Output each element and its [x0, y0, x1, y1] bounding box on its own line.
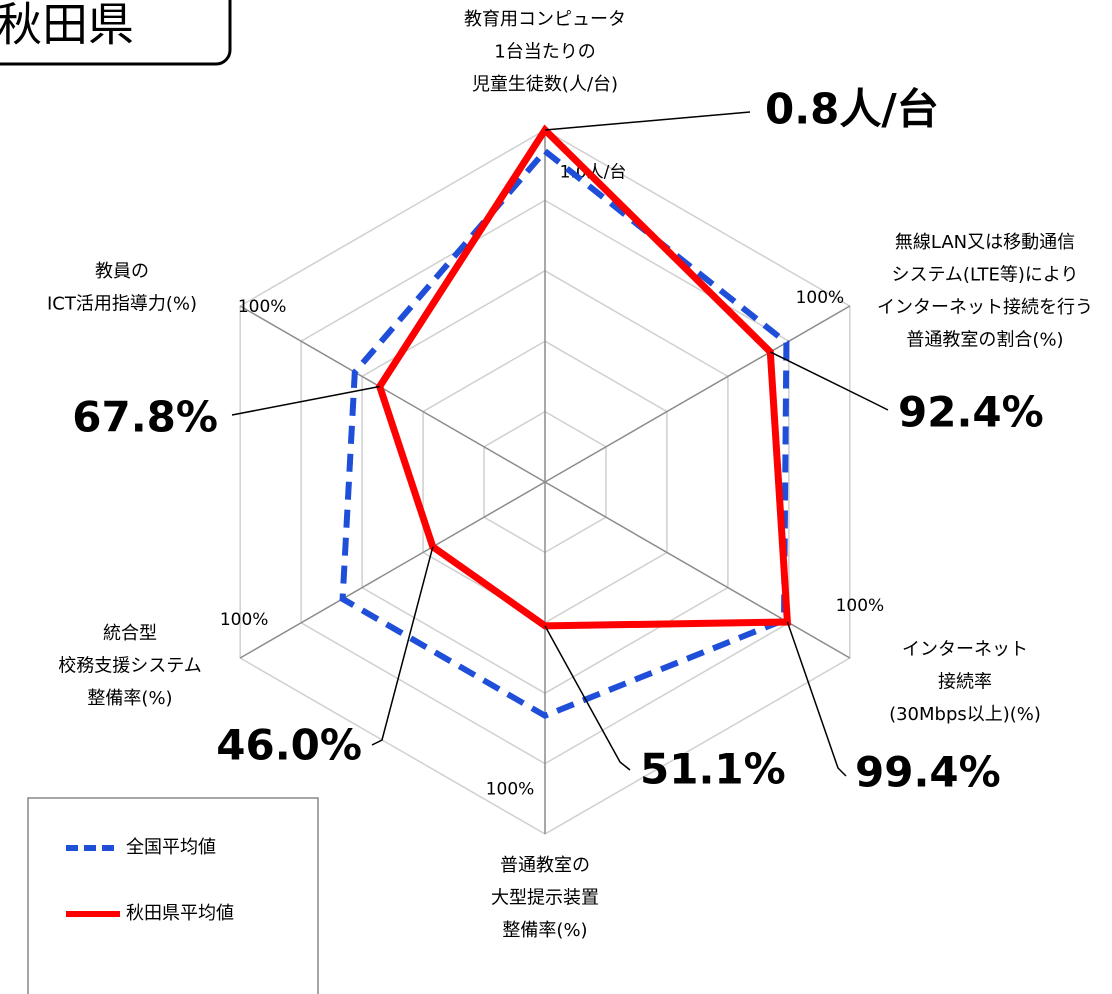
value-label: 92.4%	[898, 388, 1044, 437]
axis-label: 無線LAN又は移動通信	[895, 232, 1075, 253]
axis-label: 校務支援システム	[58, 656, 201, 677]
axis-label: 普通教室の	[500, 855, 590, 876]
tick-label: 100%	[796, 288, 845, 308]
leader-line	[770, 351, 889, 411]
axis-label: 大型提示装置	[491, 888, 599, 909]
legend-label: 秋田県平均値	[126, 903, 234, 924]
axis-spoke	[239, 305, 546, 483]
axis-label: 統合型	[103, 623, 157, 644]
chart-title: 秋田県	[0, 0, 134, 52]
tick-label: 100%	[836, 596, 885, 616]
tick-label: 100%	[238, 297, 287, 317]
leader-line	[544, 625, 631, 771]
tick-label: 100%	[220, 610, 269, 630]
leader-line	[544, 111, 751, 131]
legend-label: 全国平均値	[126, 837, 216, 858]
axis-label: システム(LTE等)により	[891, 265, 1078, 286]
axis-label: インターネット接続を行う	[877, 297, 1093, 318]
axis-label: 接続率	[938, 672, 992, 693]
axis-spoke	[239, 481, 546, 659]
axis-label: インターネット	[902, 639, 1028, 660]
axis-label: 教育用コンピュータ	[464, 9, 626, 30]
axis-label: ICT活用指導力(%)	[47, 294, 197, 315]
axis-label: 整備率(%)	[502, 920, 587, 941]
value-label: 67.8%	[72, 393, 218, 442]
value-label: 0.8人/台	[765, 85, 939, 134]
axis-label: (30Mbps以上)(%)	[889, 704, 1041, 725]
series-line	[339, 146, 790, 720]
axis-label: 教員の	[95, 261, 149, 282]
axis-label: 普通教室の割合(%)	[906, 330, 1063, 351]
value-label: 99.4%	[855, 748, 1001, 797]
axis-spoke	[544, 305, 851, 483]
leader-line	[371, 546, 434, 746]
value-label: 51.1%	[640, 745, 786, 794]
axis-label: 整備率(%)	[87, 688, 172, 709]
axis-label: 児童生徒数(人/台)	[472, 74, 618, 95]
axis-label: 1台当たりの	[494, 42, 595, 63]
leader-line	[786, 621, 847, 777]
axis-spoke	[544, 481, 851, 659]
value-label: 46.0%	[216, 721, 362, 770]
legend-box	[27, 797, 319, 994]
title-box	[0, 0, 232, 66]
leader-line	[231, 385, 380, 416]
tick-label: 100%	[486, 780, 535, 800]
